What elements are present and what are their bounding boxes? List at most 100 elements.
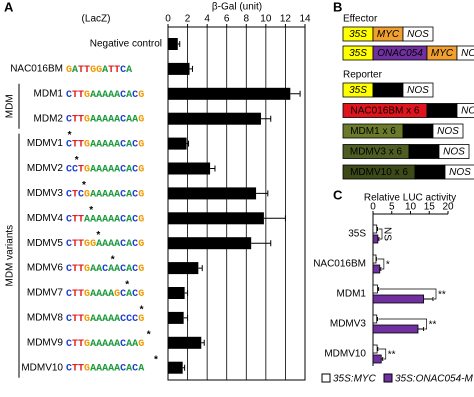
base: C	[126, 314, 132, 325]
construct-label: LUC	[378, 85, 399, 96]
base: A	[108, 363, 114, 374]
base: G	[138, 189, 144, 200]
y-tick-label: MDMV9	[27, 337, 64, 348]
x-tick-label: 2	[185, 14, 191, 25]
base: A	[126, 65, 132, 76]
base: C	[120, 289, 126, 300]
base: C	[66, 289, 72, 300]
base: C	[78, 189, 84, 200]
base: A	[114, 214, 120, 225]
sequence: CTTGAAAAACAAG	[66, 338, 144, 349]
base: G	[84, 239, 90, 250]
base: A	[108, 164, 114, 175]
base: C	[66, 189, 72, 200]
legend-swatch	[321, 373, 331, 383]
base: A	[114, 314, 120, 325]
panel-label: B	[333, 0, 342, 14]
base: A	[108, 214, 114, 225]
base: T	[78, 89, 84, 100]
bar	[372, 354, 382, 364]
significance-bracket	[378, 348, 387, 360]
bar	[372, 344, 378, 354]
base: A	[90, 363, 96, 374]
base: C	[66, 139, 72, 150]
base: T	[72, 214, 78, 225]
error-bar	[263, 215, 286, 222]
base: G	[84, 164, 90, 175]
base: A	[114, 89, 120, 100]
base: G	[84, 139, 90, 150]
group-label: MDM	[5, 94, 16, 118]
construct-label: MDM1 x 6	[350, 126, 396, 137]
base: G	[138, 114, 144, 125]
base: A	[102, 164, 108, 175]
base: A	[126, 114, 132, 125]
construct-label: 35S	[349, 85, 367, 96]
chart-title: β-Gal (unit)	[212, 2, 262, 13]
base: G	[138, 164, 144, 175]
error-bar	[377, 347, 379, 351]
base: A	[126, 164, 132, 175]
section-title: Reporter	[343, 70, 383, 81]
sequence: CTTAAAAAACACG	[66, 214, 144, 225]
construct-segment	[438, 144, 470, 159]
base: T	[72, 338, 78, 349]
construct-label: LUC	[408, 126, 429, 137]
base: G	[138, 239, 144, 250]
error-bar	[201, 339, 205, 346]
panel-label: C	[333, 187, 343, 202]
error-bar	[186, 140, 190, 147]
mutation-marker: *	[75, 155, 79, 166]
base: C	[66, 89, 72, 100]
base: A	[108, 189, 114, 200]
significance-label: **	[388, 350, 396, 361]
base: T	[72, 189, 78, 200]
base: T	[78, 338, 84, 349]
y-tick-label: MDM1	[34, 88, 64, 99]
base: T	[78, 363, 84, 374]
mutation-marker: *	[89, 205, 93, 216]
sequence: CCTGAAAAACACG	[66, 164, 144, 175]
base: G	[84, 289, 90, 300]
significance-label: **	[429, 320, 437, 331]
y-tick-label: MDMV8	[27, 313, 64, 324]
y-tick-label: MDMV3	[27, 188, 64, 199]
y-tick-label: MDMV7	[27, 288, 64, 299]
mutation-marker: *	[140, 305, 144, 316]
x-tick-label: 15	[424, 202, 436, 213]
error-bar	[377, 237, 380, 241]
base: A	[108, 314, 114, 325]
error-bar	[210, 165, 216, 172]
construct-segment	[444, 164, 474, 180]
base: C	[120, 89, 126, 100]
base: T	[78, 314, 84, 325]
base: G	[138, 314, 144, 325]
base: A	[108, 89, 114, 100]
base: A	[114, 363, 120, 374]
base: A	[126, 139, 132, 150]
base: A	[114, 114, 120, 125]
base: T	[78, 114, 84, 125]
error-bar	[182, 364, 186, 371]
construct-segment	[402, 26, 434, 42]
base: C	[120, 65, 126, 76]
base: A	[90, 214, 96, 225]
row-header: (LacZ)	[82, 14, 111, 25]
base: C	[132, 239, 138, 250]
base: A	[96, 289, 102, 300]
base: G	[138, 89, 144, 100]
base: A	[126, 214, 132, 225]
base: C	[120, 139, 126, 150]
legend-label: 35S:MYC	[333, 374, 377, 385]
bar	[168, 162, 211, 175]
base: A	[114, 189, 120, 200]
base: A	[90, 264, 96, 275]
construct-segment	[402, 82, 434, 98]
base: A	[90, 189, 96, 200]
legend-label: 35S:ONAC054-MYC	[395, 374, 474, 385]
bar	[168, 62, 190, 75]
base: A	[126, 338, 132, 349]
y-tick-label: MDMV10	[324, 349, 366, 360]
error-bar	[256, 190, 269, 197]
y-tick-label: MDMV3	[330, 319, 367, 330]
